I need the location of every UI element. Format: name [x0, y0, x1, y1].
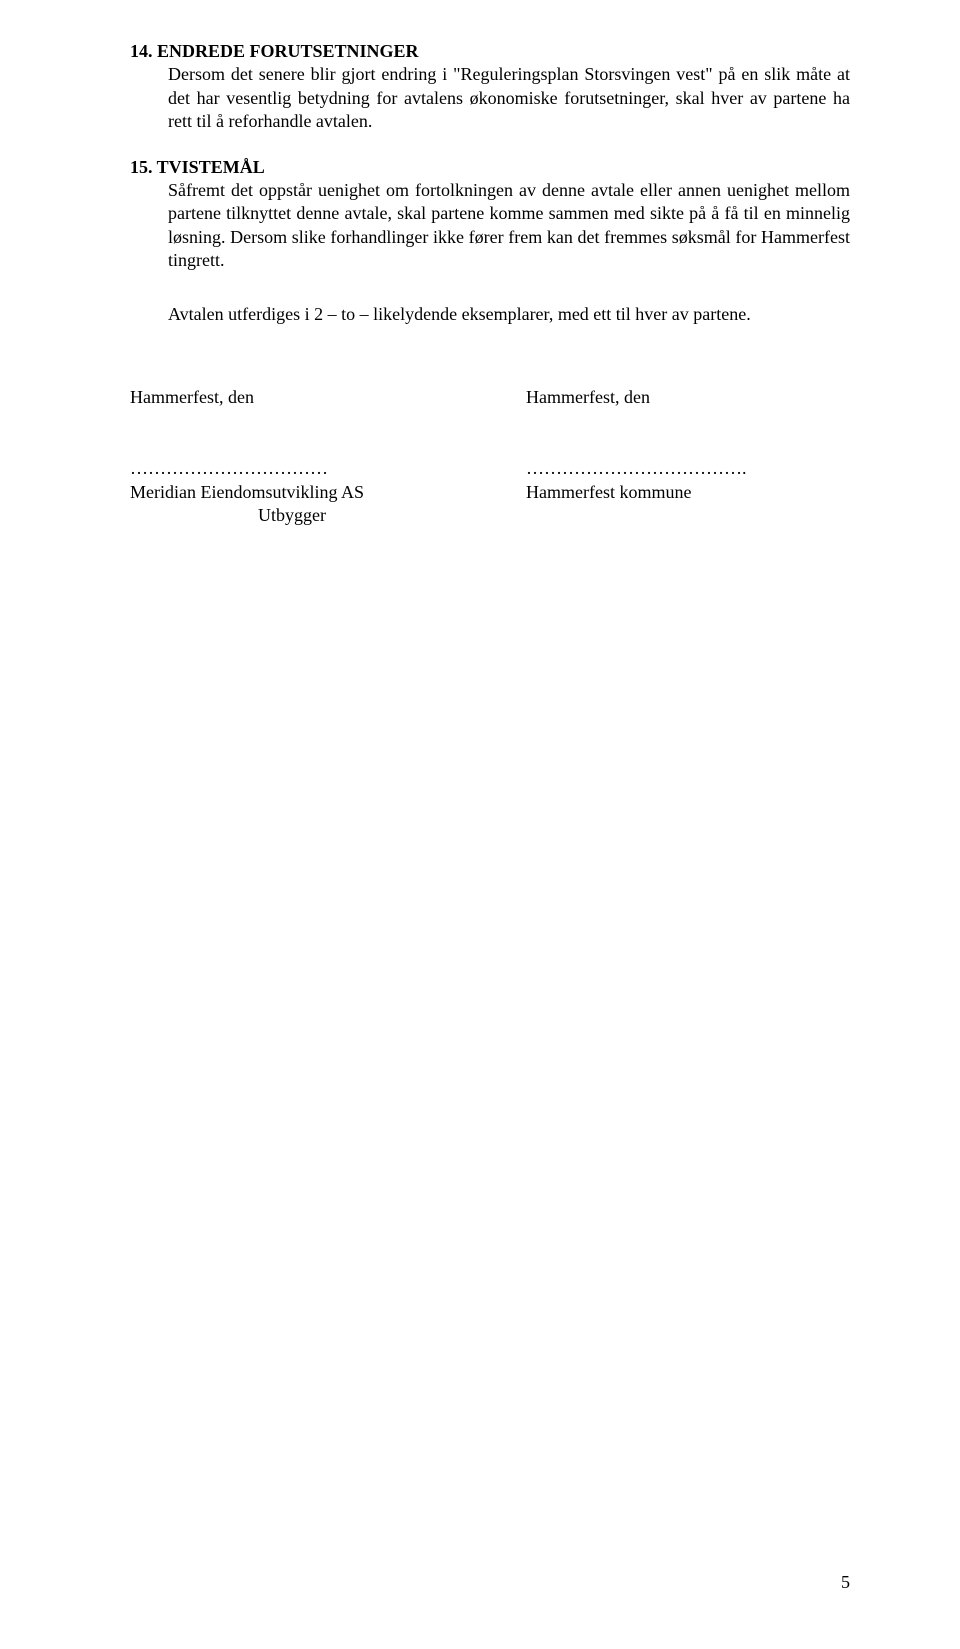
- section-15-body: Såfremt det oppstår uenighet om fortolkn…: [168, 179, 850, 273]
- sig-right-name: Hammerfest kommune: [526, 481, 850, 504]
- section-14-heading: 14. ENDREDE FORUTSETNINGER: [130, 40, 850, 63]
- sig-right-place-date: Hammerfest, den: [526, 386, 850, 409]
- sig-left-place-date: Hammerfest, den: [130, 386, 454, 409]
- signature-row: Hammerfest, den …………………………… Meridian Eie…: [130, 386, 850, 528]
- document-page: 14. ENDREDE FORUTSETNINGER Dersom det se…: [0, 0, 960, 1649]
- page-number: 5: [841, 1571, 850, 1594]
- sig-left-dots: ……………………………: [130, 457, 454, 480]
- signature-left: Hammerfest, den …………………………… Meridian Eie…: [130, 386, 454, 528]
- sig-left-name: Meridian Eiendomsutvikling AS: [130, 481, 454, 504]
- sig-right-dots: ……………………………….: [526, 457, 850, 480]
- sig-left-role: Utbygger: [130, 504, 454, 527]
- closing-text: Avtalen utferdiges i 2 – to – likelydend…: [168, 303, 850, 326]
- section-14-body: Dersom det senere blir gjort endring i "…: [168, 63, 850, 133]
- section-15-heading: 15. TVISTEMÅL: [130, 156, 850, 179]
- signature-right: Hammerfest, den ………………………………. Hammerfest…: [526, 386, 850, 528]
